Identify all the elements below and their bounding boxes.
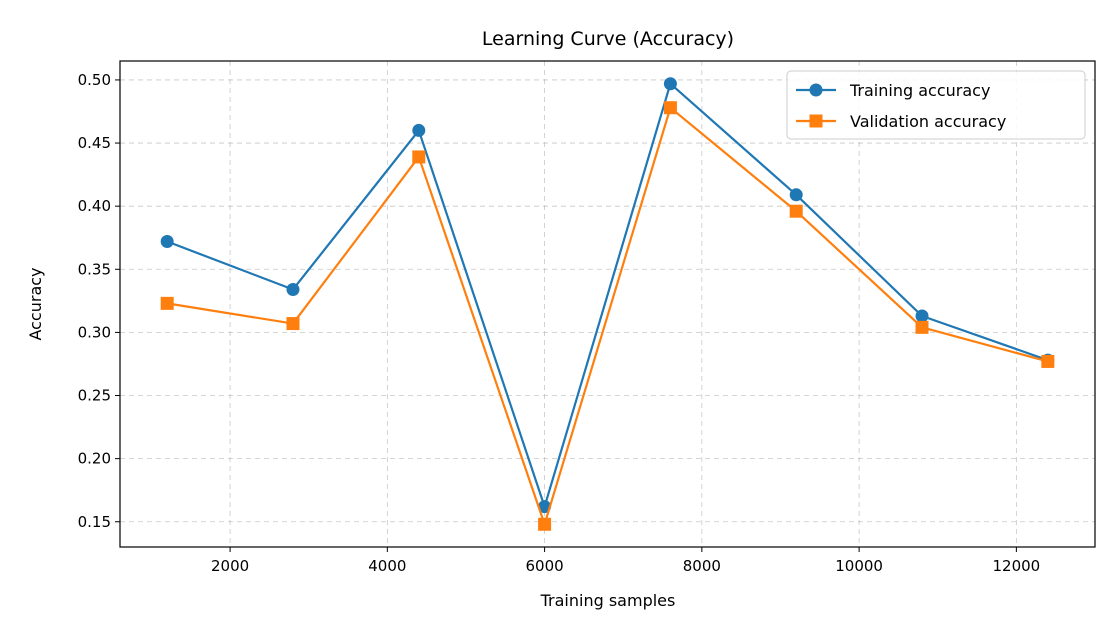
series-line xyxy=(167,106,1049,526)
y-tick-label: 0.35 xyxy=(78,260,111,278)
x-tick-label: 2000 xyxy=(211,557,249,575)
data-point xyxy=(538,517,552,531)
data-point xyxy=(915,309,929,323)
series-group xyxy=(160,77,1055,531)
y-tick-label: 0.45 xyxy=(78,134,111,152)
x-tick-label: 12000 xyxy=(993,557,1041,575)
grid xyxy=(120,61,1095,547)
legend: Training accuracy Validation accuracy xyxy=(786,70,1086,140)
y-tick-label: 0.30 xyxy=(78,323,111,341)
chart-title: Learning Curve (Accuracy) xyxy=(482,28,734,50)
data-point xyxy=(160,235,174,249)
data-point xyxy=(1041,354,1055,368)
legend-box xyxy=(786,70,1086,140)
y-tick-label: 0.25 xyxy=(78,387,111,405)
legend-label: Validation accuracy xyxy=(850,112,1006,131)
data-point xyxy=(286,317,300,331)
data-point xyxy=(663,101,677,115)
x-tick-label: 10000 xyxy=(835,557,883,575)
data-point xyxy=(915,320,929,334)
ticks: 2000 4000 6000 8000 10000 12000 0.15 0.20 0.25 0.… xyxy=(78,71,1041,575)
data-point xyxy=(412,123,426,137)
data-point xyxy=(412,150,426,164)
y-tick-label: 0.15 xyxy=(78,513,111,531)
series-line xyxy=(166,82,1049,508)
series-validation xyxy=(160,101,1055,531)
data-point xyxy=(789,204,803,218)
x-axis-label: Training samples xyxy=(540,591,676,610)
legend-marker xyxy=(809,83,823,97)
legend-label: Training accuracy xyxy=(849,81,990,100)
data-point xyxy=(286,282,300,296)
legend-entry: Validation accuracy xyxy=(796,112,1006,131)
y-axis-label: Accuracy xyxy=(26,267,45,340)
y-tick-label: 0.20 xyxy=(78,450,111,468)
legend-marker xyxy=(809,114,823,128)
y-tick-label: 0.40 xyxy=(78,197,111,215)
data-point xyxy=(160,296,174,310)
plot-frame xyxy=(119,60,1096,548)
y-tick-label: 0.50 xyxy=(78,71,111,89)
x-tick-label: 4000 xyxy=(368,557,406,575)
x-tick-label: 6000 xyxy=(526,557,564,575)
data-point xyxy=(789,188,803,202)
data-point xyxy=(663,77,677,91)
x-tick-label: 8000 xyxy=(683,557,721,575)
legend-entry: Training accuracy xyxy=(796,81,990,100)
